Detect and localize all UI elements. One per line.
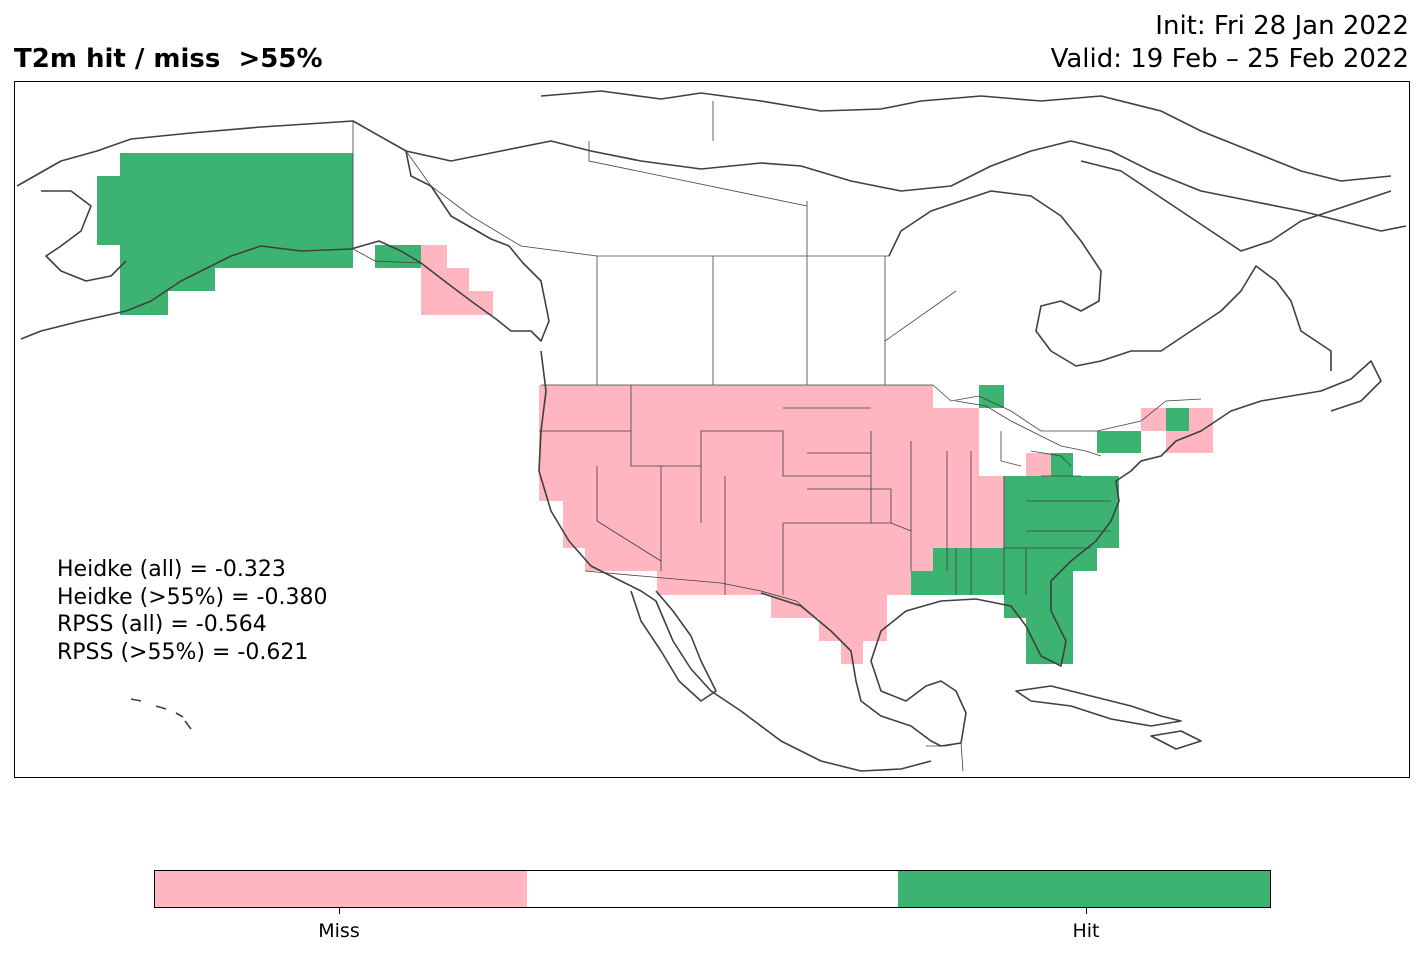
skill-scores: Heidke (all) = -0.323 Heidke (>55%) = -0…: [57, 556, 327, 666]
canada-us-border: [541, 384, 1202, 432]
hit-region-new-york: [1097, 431, 1141, 453]
hispaniola: [1150, 730, 1202, 750]
baffin-island: [1080, 160, 1392, 252]
rpss-55: RPSS (>55%) = -0.621: [57, 639, 309, 665]
cuba: [1015, 685, 1182, 727]
colorbar-label-miss: Miss: [318, 920, 360, 942]
pacific-coast: [538, 350, 932, 772]
heidke-all: Heidke (all) = -0.323: [57, 557, 286, 582]
miss-region-alaska-panhandle: [421, 245, 493, 315]
colorbar: [154, 870, 1271, 908]
map-panel: [14, 81, 1410, 778]
colorbar-tick-hit: [1086, 908, 1087, 914]
hit-region-upper-michigan: [979, 385, 1004, 408]
hit-region-southeast: [911, 453, 1119, 664]
map-canvas: [16, 90, 1407, 772]
coastlines: [16, 90, 1407, 772]
colorbar-neutral-segment: [526, 871, 899, 907]
map-title: T2m hit / miss >55%: [14, 44, 323, 74]
state-borders: [539, 385, 1111, 595]
political-borders: [352, 101, 1202, 772]
valid-dates: Valid: 19 Feb – 25 Feb 2022: [1050, 44, 1409, 74]
hit-region-alaska: [97, 153, 353, 315]
rpss-all: RPSS (all) = -0.564: [57, 612, 267, 637]
hawaii: [130, 698, 192, 730]
hit-cells: [97, 153, 1189, 664]
alaska-canada-border: [352, 121, 422, 264]
hit-region-yukon-coast: [375, 245, 421, 268]
colorbar-miss-segment: [155, 871, 527, 907]
alaska-west-coast: [41, 190, 127, 282]
miss-region-great-lakes: [1026, 453, 1051, 476]
arctic-islands: [540, 90, 1392, 182]
hit-region-maine: [1166, 408, 1189, 431]
central-america-border: [926, 742, 964, 772]
colorbar-label-hit: Hit: [1072, 920, 1100, 942]
hudson-bay-coast: [888, 190, 1332, 371]
heidke-55: Heidke (>55%) = -0.380: [57, 584, 328, 610]
date-info: Init: Fri 28 Jan 2022 Valid: 19 Feb – 25…: [1051, 10, 1409, 76]
province-borders: [405, 101, 957, 385]
great-lakes: [955, 400, 1102, 467]
miss-region-conus-west-central: [539, 385, 1004, 664]
baja-peninsula: [630, 590, 717, 702]
us-mexico-border: [584, 570, 852, 652]
init-date: Init: Fri 28 Jan 2022: [1155, 11, 1409, 41]
gulf-coast: [760, 360, 1382, 747]
alaska-coast: [16, 120, 550, 342]
colorbar-tick-miss: [339, 908, 340, 914]
arctic-coast: [405, 140, 1407, 232]
colorbar-hit-segment: [898, 871, 1271, 907]
